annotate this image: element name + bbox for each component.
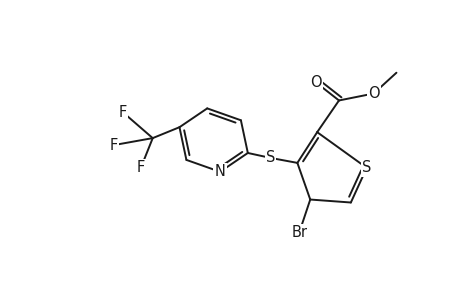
Text: S: S <box>361 160 370 175</box>
Text: O: O <box>310 75 321 90</box>
Text: S: S <box>265 150 274 165</box>
Text: F: F <box>110 137 118 152</box>
Text: F: F <box>136 160 145 175</box>
Text: Br: Br <box>291 225 307 240</box>
Text: N: N <box>214 164 225 179</box>
Text: O: O <box>367 86 379 101</box>
Text: F: F <box>118 105 127 120</box>
